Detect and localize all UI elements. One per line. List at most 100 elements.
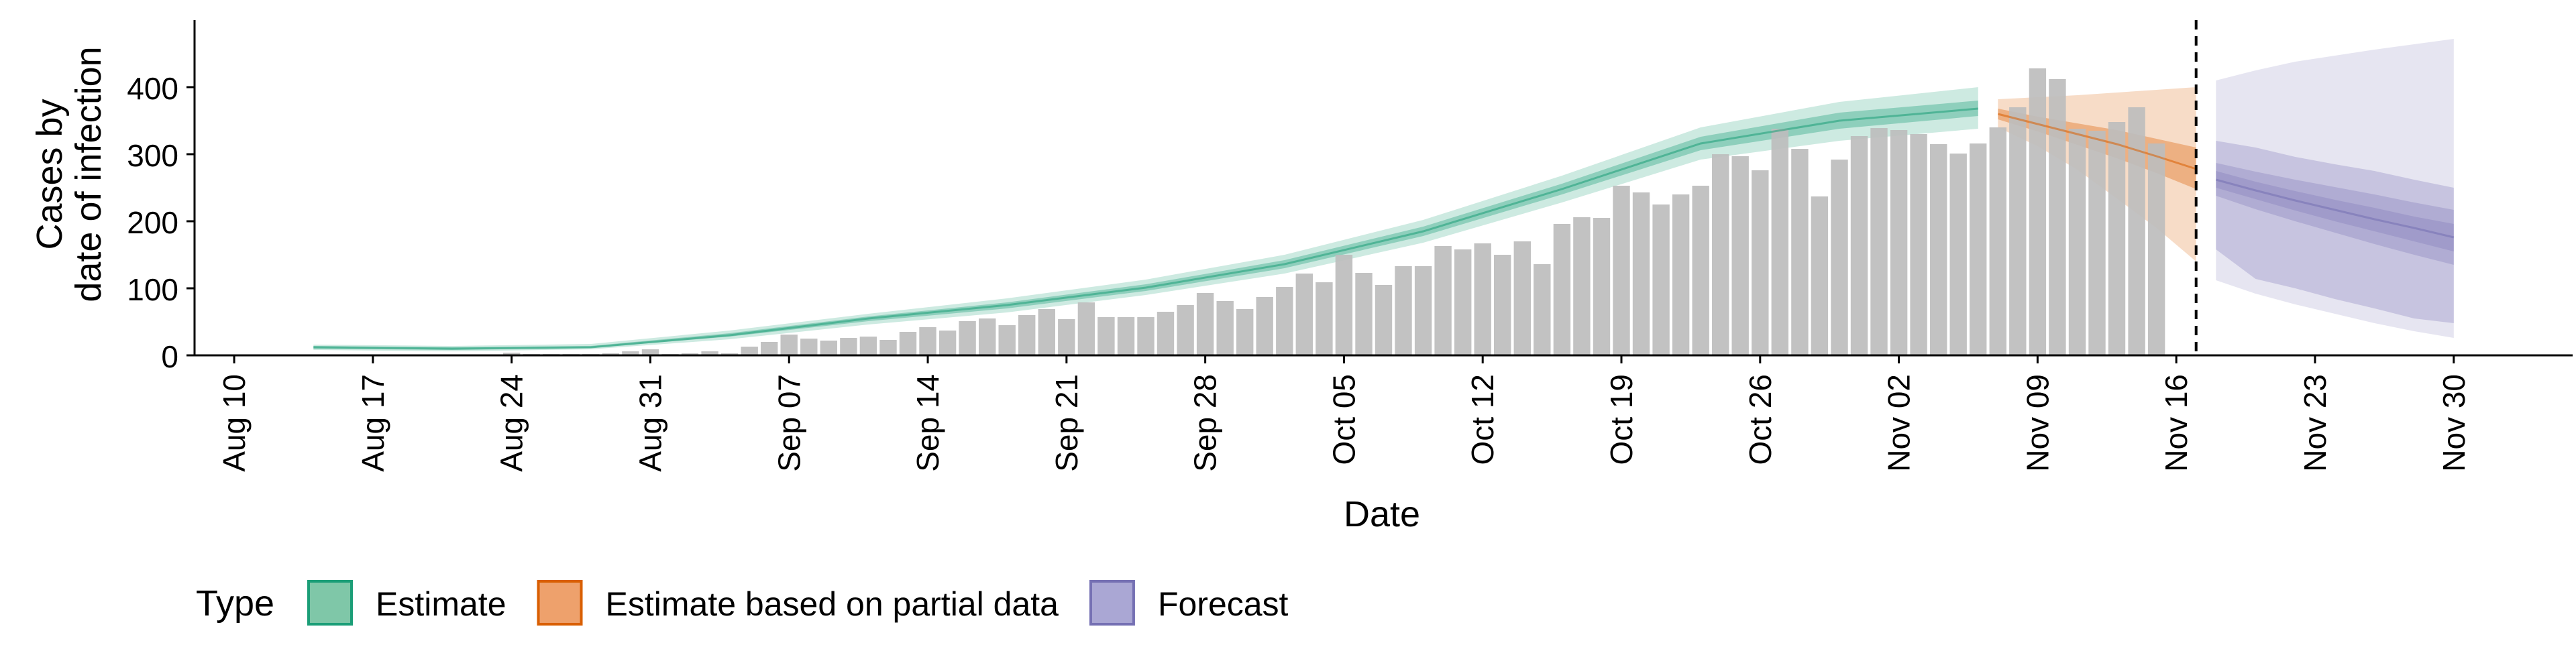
case-bar <box>622 351 639 355</box>
case-bar <box>1831 160 1848 355</box>
case-bar <box>859 337 877 355</box>
partial-estimate-median-line <box>1997 113 2197 170</box>
case-bar <box>899 332 917 355</box>
x-axis-label: Date <box>1344 494 1420 534</box>
case-bar <box>1949 154 1967 355</box>
case-bar <box>1137 317 1155 355</box>
y-axis-label-line-2: date of infection <box>68 46 109 302</box>
case-bar <box>1652 204 1670 355</box>
case-bar <box>1395 266 1412 355</box>
legend-title: Type <box>196 583 274 624</box>
case-bar <box>1434 246 1452 355</box>
case-bar <box>2049 79 2066 355</box>
case-bar <box>1910 134 1927 355</box>
case-bar <box>1097 317 1115 355</box>
case-bar <box>1236 309 1254 355</box>
case-bar <box>1613 186 1630 355</box>
case-bar <box>503 353 521 355</box>
case-bar <box>1295 274 1313 355</box>
legend-label: Estimate <box>376 585 506 623</box>
x-tick-label: Sep 21 <box>1049 374 1084 472</box>
case-bar <box>1494 255 1511 355</box>
case-bar <box>2128 107 2145 355</box>
case-bar <box>879 340 897 355</box>
case-bar <box>938 331 957 355</box>
case-bar <box>1196 293 1214 355</box>
case-bar <box>1335 255 1353 355</box>
case-bar <box>1077 302 1095 355</box>
case-bar <box>919 327 936 355</box>
case-bar <box>2088 131 2106 355</box>
axes: 0 100 200 300 400 Aug 10 Aug 17 Aug 24 Aug 31 Sep… <box>127 20 2573 472</box>
case-bar <box>1454 249 1472 355</box>
case-bar <box>1593 218 1611 355</box>
forecast-20-band <box>2216 171 2454 251</box>
legend: Type Estimate Estimate based on partial d… <box>196 580 1289 626</box>
case-bar <box>1474 243 1491 355</box>
estimate-90-band <box>313 87 1978 351</box>
case-bar <box>1513 241 1531 355</box>
y-tick-label: 100 <box>127 272 178 307</box>
case-bar <box>1672 194 1690 355</box>
legend-swatch <box>1089 580 1135 626</box>
case-bar <box>1534 264 1551 355</box>
y-tick-label: 0 <box>161 339 178 374</box>
forecast-median-line <box>2215 178 2455 239</box>
case-bar <box>2108 122 2126 355</box>
case-bar <box>1276 287 1293 355</box>
case-bar <box>1930 144 1947 355</box>
case-bar <box>2009 107 2027 355</box>
case-bar <box>820 341 837 355</box>
forecast-outer-band <box>2216 39 2454 338</box>
x-tick-label: Nov 16 <box>2159 374 2194 472</box>
case-bar <box>1157 312 1175 355</box>
y-axis-label: Cases by date of infection <box>30 46 109 302</box>
case-bar <box>1731 156 1749 355</box>
x-tick-label: Aug 31 <box>633 374 668 472</box>
x-tick-label: Nov 02 <box>1882 374 1917 472</box>
case-bar <box>1890 130 1908 355</box>
case-bar <box>741 347 758 355</box>
x-tick-label: Oct 26 <box>1743 374 1778 465</box>
case-bar <box>2029 68 2047 355</box>
case-bar <box>1850 136 1868 355</box>
legend-label: Estimate based on partial data <box>606 585 1059 623</box>
case-bar <box>1553 224 1571 355</box>
x-tick-label: Sep 28 <box>1188 374 1223 472</box>
case-bar <box>1117 317 1135 355</box>
y-tick-label: 200 <box>127 205 178 240</box>
legend-label: Forecast <box>1158 585 1289 623</box>
case-bar <box>800 339 818 355</box>
case-bar <box>979 318 996 355</box>
x-tick-label: Oct 19 <box>1604 374 1639 465</box>
case-bar <box>1316 282 1333 355</box>
x-tick-label: Sep 14 <box>910 374 945 472</box>
x-tick-label: Sep 07 <box>771 374 806 472</box>
case-bar <box>1375 285 1393 355</box>
y-tick-label: 300 <box>127 138 178 173</box>
case-bar <box>701 351 718 355</box>
case-bar <box>1752 170 1769 355</box>
x-tick-label: Nov 09 <box>2020 374 2055 472</box>
case-bar <box>2068 129 2086 355</box>
y-tick-label: 400 <box>127 71 178 106</box>
case-bar <box>840 338 857 355</box>
case-bar <box>641 349 659 355</box>
case-bar <box>1771 129 1788 355</box>
case-bar <box>1970 143 1987 355</box>
legend-swatch <box>307 580 353 626</box>
case-bar <box>959 321 976 355</box>
case-bar <box>1038 309 1055 355</box>
case-bar <box>1216 301 1234 355</box>
x-tick-label: Nov 30 <box>2436 374 2471 472</box>
case-bar <box>1058 319 1075 355</box>
y-axis-label-line-1: Cases by <box>30 99 70 249</box>
x-tick-label: Aug 17 <box>356 374 390 472</box>
estimate-median-line <box>313 107 1978 350</box>
case-bar <box>1712 154 1729 355</box>
case-bar <box>1692 186 1709 355</box>
case-bar <box>780 335 798 355</box>
reported-cases-bars <box>313 20 2455 355</box>
x-tick-label: Aug 10 <box>217 374 252 472</box>
